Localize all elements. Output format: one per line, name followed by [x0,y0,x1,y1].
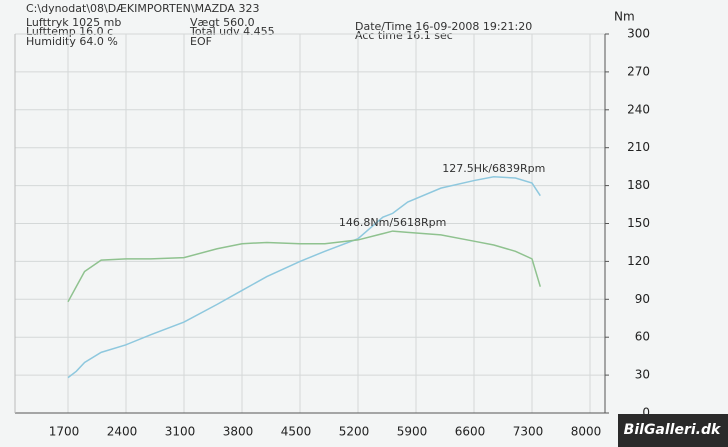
info-text: Humidity 64.0 % [26,35,118,48]
y-tick-label: 60 [635,330,650,344]
info-text: Lufttryk 1025 mb [26,16,121,29]
info-text: Total udv 4.455 [189,25,275,38]
x-tick-label: 5900 [397,425,428,439]
y-tick-label: 120 [627,254,650,268]
info-text: Lufttemp 16.0 c [26,25,113,38]
info-text: Vægt 560.0 [190,16,255,29]
y-tick-label: 180 [627,178,650,192]
x-tick-label: 3100 [165,425,196,439]
y-tick-label: 0 [642,406,650,420]
annotation: 127.5Hk/6839Rpm [442,162,545,175]
watermark: BilGalleri.dk [624,422,722,438]
x-tick-label: 4500 [281,425,312,439]
info-text: Acc time 16.1 sec [355,29,453,42]
x-tick-label: 5200 [339,425,370,439]
y-tick-label: 210 [627,140,650,154]
x-tick-label: 6600 [455,425,486,439]
watermark-box [618,414,728,447]
y-tick-label: 30 [635,368,650,382]
x-tick-label: 3800 [223,425,254,439]
x-tick-label: 8000 [571,425,602,439]
x-tick-label: 7300 [513,425,544,439]
file-path: C:\dynodat\08\DÆKIMPORTEN\MAZDA 323 [26,2,259,15]
annotation: 146.8Nm/5618Rpm [339,216,446,229]
info-text: Date/Time 16-09-2008 19:21:20 [355,20,532,33]
x-tick-label: 1700 [49,425,80,439]
series-line [67,230,542,303]
y-tick-label: 270 [627,64,650,78]
info-text: EOF [190,35,212,48]
x-tick-label: 2400 [107,425,138,439]
y-tick-label: 150 [627,216,650,230]
series-line [67,176,541,379]
y-axis-label: Nm [614,10,635,24]
y-tick-label: 90 [635,292,650,306]
y-tick-label: 240 [627,102,650,116]
y-tick-label: 300 [627,27,650,41]
